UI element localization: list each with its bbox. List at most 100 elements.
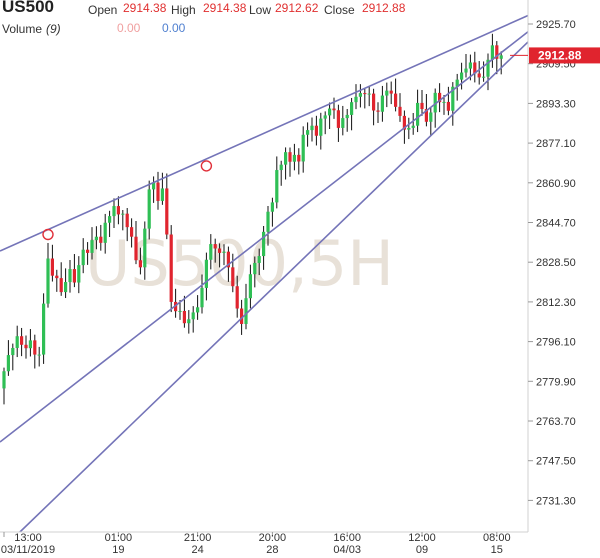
volume-value-2: 0.00 xyxy=(162,21,186,35)
candle-body xyxy=(358,93,362,97)
candle-body xyxy=(24,344,28,349)
candle-body xyxy=(156,182,160,201)
candle-body xyxy=(376,110,380,112)
candle-body xyxy=(134,236,138,261)
candle-body xyxy=(59,278,63,293)
candle-body xyxy=(490,45,494,60)
high-label: High xyxy=(171,3,196,17)
candle-body xyxy=(253,262,257,275)
candle-body xyxy=(416,102,420,126)
candle-body xyxy=(178,310,182,312)
candle-body xyxy=(235,286,239,309)
y-tick-label: 2779.90 xyxy=(536,376,576,388)
trendline-upper-resistance[interactable] xyxy=(0,14,529,252)
candle-body xyxy=(147,189,151,229)
candle-body xyxy=(125,213,129,228)
candle-body xyxy=(266,211,270,232)
candle-body xyxy=(37,354,41,356)
candle-body xyxy=(380,95,384,112)
candle-body xyxy=(143,228,147,268)
candle-body xyxy=(323,115,327,119)
trendline-lower-support[interactable] xyxy=(19,41,529,533)
y-tick-label: 2925.70 xyxy=(536,19,576,31)
candle-body xyxy=(2,371,6,389)
candle-body xyxy=(200,287,204,308)
candle-body xyxy=(354,96,358,103)
candle-body xyxy=(112,206,116,217)
candle-body xyxy=(152,182,156,190)
candle-body xyxy=(394,93,398,107)
candle-body xyxy=(46,258,50,304)
candle-body xyxy=(42,303,46,355)
candle-body xyxy=(446,101,450,111)
candle-body xyxy=(240,308,244,324)
candle-body xyxy=(270,202,274,212)
candle-body xyxy=(68,269,72,283)
candle-body xyxy=(196,307,200,313)
candle-body xyxy=(345,114,349,119)
candle-body xyxy=(398,106,402,116)
candle-body xyxy=(319,118,323,136)
symbol-title: US500 xyxy=(2,0,54,16)
candle-body xyxy=(204,259,208,288)
x-tick-date: 09 xyxy=(416,544,428,556)
close-value: 2912.88 xyxy=(362,1,406,15)
candle-body xyxy=(64,282,68,293)
x-tick-time: 12:00 xyxy=(408,532,436,544)
x-tick-date: 24 xyxy=(191,544,203,556)
price-tag-box xyxy=(529,47,600,64)
candle-body xyxy=(231,267,235,287)
candle-body xyxy=(28,340,32,349)
candle-body xyxy=(160,188,164,201)
candle-body xyxy=(482,76,486,78)
volume-param: (9) xyxy=(46,22,61,36)
x-tick-time: 13:00 xyxy=(14,532,42,544)
candle-body xyxy=(165,188,169,235)
candle-body xyxy=(191,312,195,320)
anchor-circle-right[interactable] xyxy=(200,160,213,172)
candle-body xyxy=(442,101,446,103)
candle-body xyxy=(328,108,332,116)
candle-body xyxy=(121,213,125,215)
candle-body xyxy=(301,134,305,162)
candle-body xyxy=(385,90,389,96)
anchor-circle-left[interactable] xyxy=(42,228,54,241)
x-tick-date: 19 xyxy=(112,544,124,556)
candle-body xyxy=(15,336,19,348)
candle-body xyxy=(336,110,340,128)
candle-body xyxy=(275,170,279,203)
candle-body xyxy=(248,274,252,299)
open-value: 2914.38 xyxy=(123,1,167,15)
x-tick-time: 01:00 xyxy=(105,532,133,544)
candle-body xyxy=(499,55,503,59)
candle-body xyxy=(389,90,393,94)
candle-body xyxy=(464,68,468,73)
candle-body xyxy=(169,234,173,302)
candle-body xyxy=(130,227,134,237)
candle-body xyxy=(86,249,90,253)
candle-body xyxy=(209,244,213,260)
candle-body xyxy=(55,275,59,279)
x-tick-time: 20:00 xyxy=(259,532,287,544)
close-label: Close xyxy=(324,3,355,17)
x-tick-date: 03/11/2019 xyxy=(1,544,55,556)
y-axis: 2925.702909.502893.302877.102860.902844.… xyxy=(528,19,576,507)
candle-body xyxy=(226,251,230,268)
candle-body xyxy=(451,86,455,111)
chart-header: US500 Open 2914.38 High 2914.38 Low 2912… xyxy=(0,0,528,40)
candle-body xyxy=(90,240,94,253)
low-label: Low xyxy=(249,3,272,17)
candle-body xyxy=(99,236,103,243)
candle-body xyxy=(279,164,283,171)
candle-body xyxy=(433,92,437,113)
high-value: 2914.38 xyxy=(203,1,247,15)
candle-body xyxy=(314,125,318,136)
candle-body xyxy=(108,216,112,223)
x-tick-date: 15 xyxy=(491,544,503,556)
price-tag-group: 2912.88 xyxy=(510,47,600,64)
volume-value-1: 0.00 xyxy=(117,21,141,35)
trendline-middle-channel[interactable] xyxy=(0,31,529,443)
candle-body xyxy=(297,154,301,162)
